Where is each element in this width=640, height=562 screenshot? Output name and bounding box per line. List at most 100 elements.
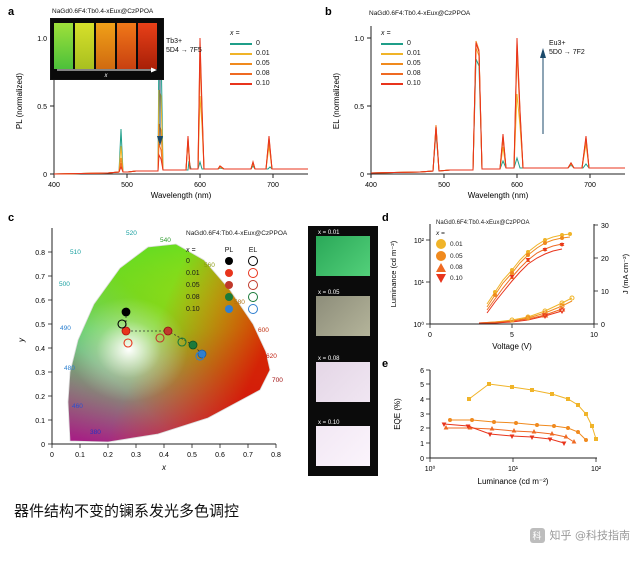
panel-b-material: NaGd0.6F4:Tb0.4-xEux@CzPPOA (369, 10, 471, 17)
svg-text:0: 0 (420, 456, 424, 463)
legend-dot-pl (225, 269, 233, 277)
svg-text:y: y (17, 337, 26, 343)
panel-b-plot: 400 500 600 700 0 0.5 1.0 Wavelength (nm… (332, 26, 625, 200)
svg-text:J (mA cm⁻²): J (mA cm⁻²) (621, 253, 630, 294)
svg-text:0.1: 0.1 (35, 418, 45, 425)
legend-row: 0.08 (186, 292, 287, 302)
svg-text:0.4: 0.4 (159, 452, 169, 459)
panel-d-material: NaGd0.6F4:Tb0.4-xEux@CzPPOA (436, 220, 530, 226)
svg-text:380: 380 (90, 429, 101, 436)
svg-text:0.7: 0.7 (35, 274, 45, 281)
panel-a: a 400 500 600 700 0 0.5 1.0 (8, 6, 318, 201)
svg-text:Voltage (V): Voltage (V) (492, 342, 532, 351)
device-photo (316, 296, 370, 336)
panel-a-inset-photo: x (50, 18, 164, 80)
legend-dot-pl (225, 257, 233, 265)
panel-a-material: NaGd0.6F4:Tb0.4-xEux@CzPPOA (52, 8, 154, 15)
svg-text:0.5: 0.5 (37, 104, 47, 111)
legend-marker (436, 274, 446, 283)
panel-c-legend: NaGd0.6F4:Tb0.4-xEux@CzPPOA x = PL EL 0 … (186, 230, 287, 314)
legend-marker (436, 251, 446, 261)
legend-label: 0.05 (186, 281, 200, 289)
legend-dot-el (248, 280, 258, 290)
svg-text:0.1: 0.1 (75, 452, 85, 459)
panel-c-legend-col-pl: PL (224, 247, 234, 254)
panel-c-device-photos: x = 0.01 x = 0.05 x = 0.08 x = 0.10 (308, 226, 378, 476)
svg-text:0.4: 0.4 (35, 346, 45, 353)
svg-text:Luminance (cd m⁻²): Luminance (cd m⁻²) (389, 240, 398, 307)
panel-a-legend: x = 0 0.01 0.05 0.08 0.10 (230, 30, 270, 87)
watermark-text: 知乎 @科技指南 (549, 529, 631, 542)
svg-text:600: 600 (194, 182, 206, 189)
svg-text:10: 10 (601, 289, 609, 296)
panel-b: b 400 500 600 700 0 0.5 1.0 Wavelength (… (325, 6, 635, 201)
cie-point-pl (188, 340, 198, 350)
panel-a-legend-title: x = (230, 30, 240, 37)
svg-text:700: 700 (272, 377, 283, 384)
svg-text:0.7: 0.7 (243, 452, 253, 459)
panel-d-legend: x = 0.01 0.05 0.08 0.10 (436, 230, 463, 283)
legend-item: 0.10 (230, 80, 270, 87)
legend-row: 0.01 (186, 268, 287, 278)
legend-swatch (230, 82, 252, 85)
panel-d-legend-title: x = (436, 230, 445, 237)
legend-label: 0.05 (256, 60, 270, 67)
cie-point-el (155, 333, 165, 343)
legend-item: 0.10 (436, 274, 463, 283)
svg-text:540: 540 (160, 237, 171, 244)
legend-item: 0.01 (230, 50, 270, 57)
legend-swatch (381, 72, 403, 75)
legend-swatch (381, 82, 403, 85)
legend-marker (436, 263, 446, 272)
panel-c-cie-diagram: 0 0.1 0.2 0.3 0.4 0.5 0.6 0.7 0.8 x 0 (17, 228, 283, 472)
svg-text:400: 400 (48, 182, 60, 189)
svg-text:500: 500 (121, 182, 133, 189)
svg-text:Luminance (cd m⁻²): Luminance (cd m⁻²) (478, 477, 549, 486)
svg-text:600: 600 (511, 182, 523, 189)
svg-text:400: 400 (365, 182, 377, 189)
svg-text:490: 490 (60, 325, 71, 332)
legend-item: 0.08 (230, 70, 270, 77)
legend-item: 0.05 (436, 251, 463, 261)
panel-e-plot: 10⁰ 10¹ 10² Luminance (cd m⁻²) 0 1 2 3 4… (393, 368, 602, 486)
svg-text:510: 510 (70, 249, 81, 256)
svg-text:0: 0 (50, 452, 54, 459)
device-photo-label: x = 0.10 (318, 420, 340, 426)
legend-swatch (381, 62, 403, 65)
legend-dot-pl (225, 281, 233, 289)
cie-point-el (195, 351, 205, 361)
svg-text:0: 0 (360, 172, 364, 179)
legend-item: 0.01 (381, 50, 421, 57)
panel-a-annotation-ion: Tb3+ (166, 38, 183, 45)
svg-text:0.5: 0.5 (354, 104, 364, 111)
svg-text:EQE (%): EQE (%) (393, 398, 402, 430)
legend-label: 0.10 (407, 80, 421, 87)
panel-b-annotation: Eu3+ 5D0 → 7F2 (549, 40, 585, 58)
svg-text:0.6: 0.6 (215, 452, 225, 459)
figure-container: a 400 500 600 700 0 0.5 1.0 (8, 6, 635, 486)
legend-label: 0.08 (450, 264, 463, 271)
device-photo (316, 236, 370, 276)
svg-text:10²: 10² (414, 238, 425, 245)
svg-text:480: 480 (64, 365, 75, 372)
svg-text:700: 700 (584, 182, 596, 189)
legend-swatch (230, 42, 252, 45)
legend-dot-el (248, 256, 258, 266)
svg-text:600: 600 (258, 327, 269, 334)
svg-text:10: 10 (590, 332, 598, 339)
panel-a-label: a (8, 6, 15, 18)
legend-label: 0.10 (450, 275, 463, 282)
cie-point-el (123, 338, 133, 348)
panel-b-legend: x = 0 0.01 0.05 0.08 0.10 (381, 30, 421, 87)
svg-text:0: 0 (43, 172, 47, 179)
svg-text:500: 500 (438, 182, 450, 189)
legend-label: 0.08 (407, 70, 421, 77)
panel-b-legend-title: x = (381, 30, 391, 37)
panel-c-legend-title: x = (186, 247, 196, 254)
legend-dot-pl (225, 293, 233, 301)
svg-text:20: 20 (601, 256, 609, 263)
legend-dot-pl (225, 305, 233, 313)
svg-text:5: 5 (510, 332, 514, 339)
svg-text:10¹: 10¹ (414, 280, 425, 287)
svg-text:x: x (161, 463, 167, 472)
